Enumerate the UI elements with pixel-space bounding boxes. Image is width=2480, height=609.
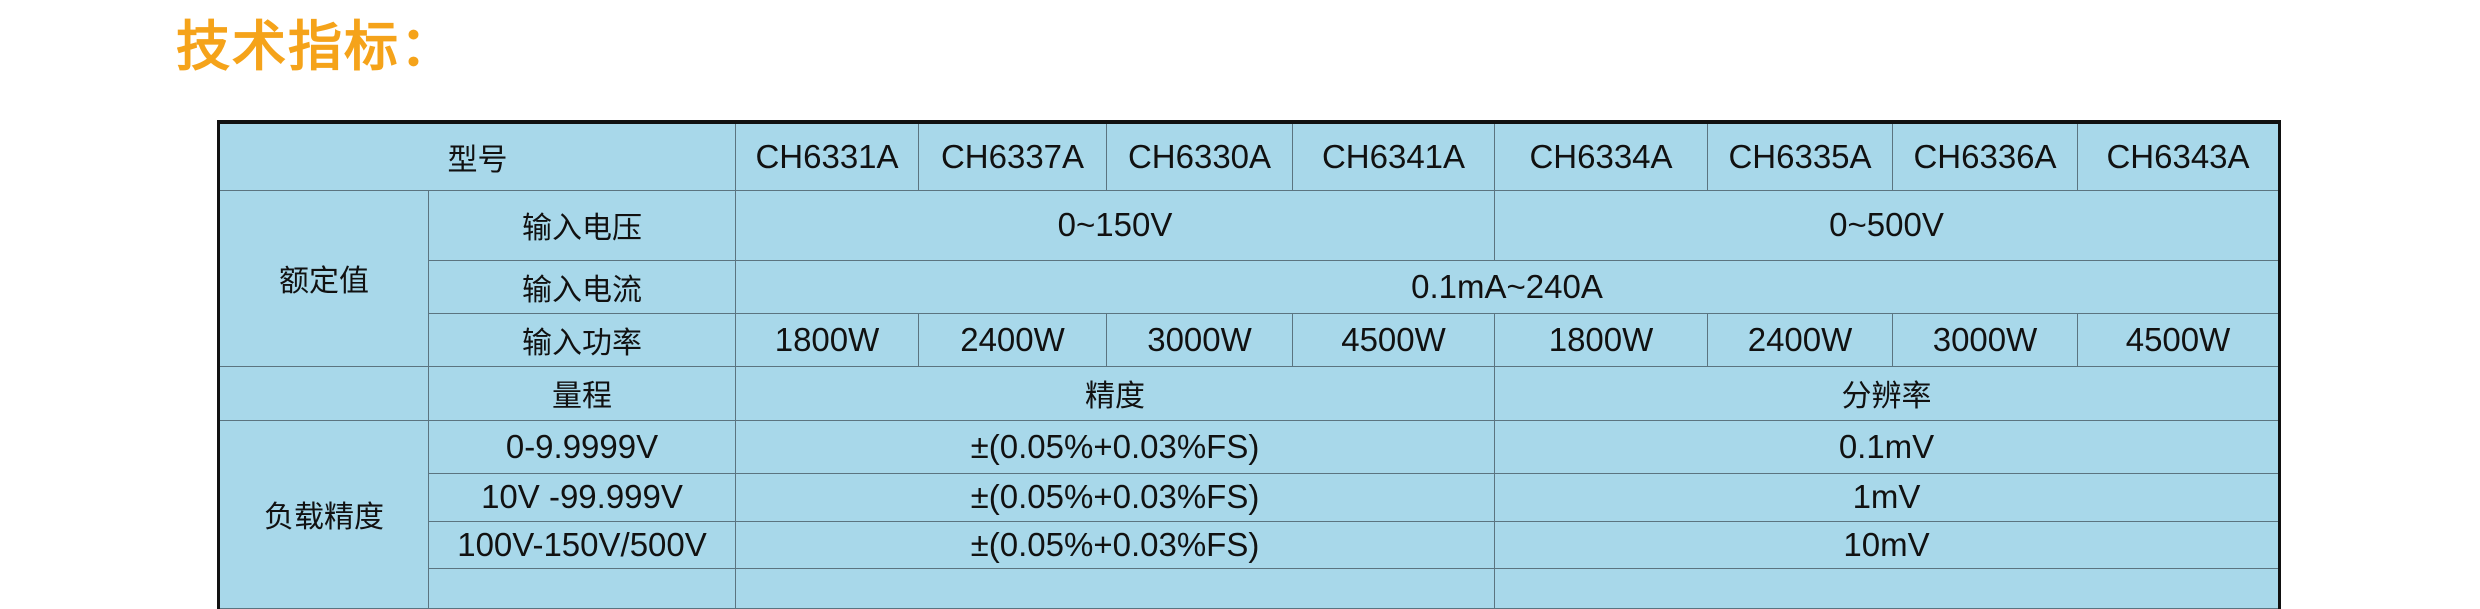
empty-cell <box>1494 567 2280 609</box>
resolution-header: 分辨率 <box>1494 365 2280 421</box>
resolution-cell: 0.1mV <box>1494 419 2280 474</box>
power-value: 2400W <box>918 312 1107 367</box>
resolution-cell: 1mV <box>1494 472 2280 522</box>
voltage-row: 额定值 输入电压 0~150V 0~500V <box>218 189 2280 367</box>
model-cell: CH6334A <box>1494 121 1708 191</box>
power-row: 输入功率 1800W 2400W 3000W 4500W 1800W 2400W… <box>219 312 2280 367</box>
voltage-label: 输入电压 <box>428 189 736 261</box>
empty-cell <box>735 567 1495 609</box>
range-cell: 100V-150V/500V <box>428 520 736 569</box>
range-cell: 0-9.9999V <box>428 419 736 474</box>
model-cell: CH6331A <box>735 121 919 191</box>
accuracy-header-row: 量程 精度 分辨率 <box>218 365 2280 421</box>
load-accuracy-row: 10V -99.999V ±(0.05%+0.03%FS) 1mV <box>219 472 2280 522</box>
voltage-value: 0~500V <box>1494 189 2280 261</box>
power-value: 3000W <box>1106 312 1293 367</box>
model-cell: CH6330A <box>1106 121 1293 191</box>
power-value: 4500W <box>2077 312 2280 367</box>
model-cell: CH6341A <box>1292 121 1495 191</box>
resolution-cell: 10mV <box>1494 520 2280 569</box>
power-value: 4500W <box>1292 312 1495 367</box>
current-label: 输入电流 <box>428 259 736 314</box>
power-value: 1800W <box>1494 312 1708 367</box>
range-cell: 10V -99.999V <box>428 472 736 522</box>
power-value: 3000W <box>1892 312 2078 367</box>
power-value: 1800W <box>735 312 919 367</box>
load-accuracy-row: 100V-150V/500V ±(0.05%+0.03%FS) 10mV <box>219 520 2280 569</box>
power-value: 2400W <box>1707 312 1893 367</box>
range-header: 量程 <box>428 365 736 421</box>
load-accuracy-label: 负载精度 <box>218 419 429 609</box>
empty-cell <box>218 365 429 421</box>
empty-cell <box>428 567 736 609</box>
rated-label: 额定值 <box>218 189 429 367</box>
load-accuracy-row: 负载精度 0-9.9999V ±(0.05%+0.03%FS) 0.1mV <box>218 419 2280 609</box>
current-value: 0.1mA~240A <box>735 259 2280 314</box>
accuracy-cell: ±(0.05%+0.03%FS) <box>735 520 1495 569</box>
model-row: 型号 CH6331A CH6337A CH6330A CH6341A CH633… <box>218 121 2280 191</box>
accuracy-cell: ±(0.05%+0.03%FS) <box>735 472 1495 522</box>
power-label: 输入功率 <box>428 312 736 367</box>
model-cell: CH6335A <box>1707 121 1893 191</box>
accuracy-header: 精度 <box>735 365 1495 421</box>
voltage-value: 0~150V <box>735 189 1495 261</box>
current-row: 输入电流 0.1mA~240A <box>219 259 2280 314</box>
model-cell: CH6343A <box>2077 121 2280 191</box>
model-cell: CH6337A <box>918 121 1107 191</box>
accuracy-cell: ±(0.05%+0.03%FS) <box>735 419 1495 474</box>
cut-off-row <box>219 567 2280 609</box>
model-cell: CH6336A <box>1892 121 2078 191</box>
model-label: 型号 <box>218 121 736 191</box>
section-title: 技术指标： <box>176 15 456 78</box>
spec-table: 型号 CH6331A CH6337A CH6330A CH6341A CH633… <box>217 120 2281 609</box>
